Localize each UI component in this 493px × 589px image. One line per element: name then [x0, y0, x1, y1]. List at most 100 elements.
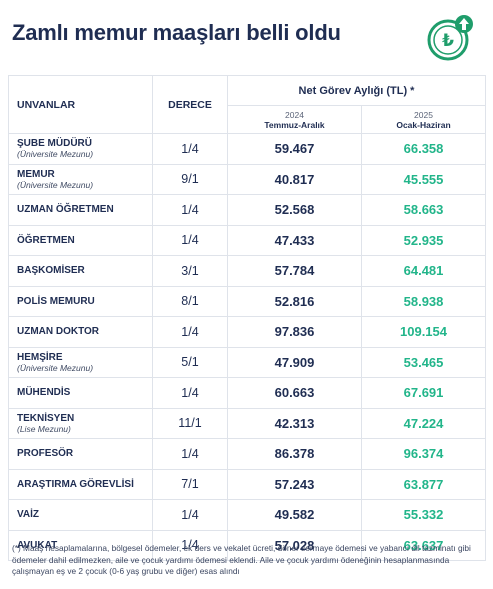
row-salary-2024: 86.378: [227, 438, 362, 470]
row-title: ÖĞRETMEN: [17, 234, 75, 246]
row-title-cell: MEMUR (Üniversite Mezunu): [8, 163, 153, 195]
table-row: AVUKAT 1/4 57.028 63.637: [8, 529, 487, 561]
row-grade: 8/1: [152, 285, 228, 317]
row-salary-2024: 57.243: [227, 468, 362, 500]
salary-table-body: ŞUBE MÜDÜRÜ (Üniversite Mezunu) 1/4 59.467 6…: [8, 133, 487, 561]
row-title: UZMAN ÖĞRETMEN: [17, 204, 114, 216]
svg-text:₺: ₺: [442, 31, 454, 51]
row-title: HEMŞİRE: [17, 351, 63, 363]
row-title: UZMAN DOKTOR: [17, 326, 100, 338]
row-salary-2025: 63.877: [360, 468, 487, 500]
row-title-cell: HEMŞİRE (Üniversite Mezunu): [8, 346, 153, 378]
row-salary-2025: 67.691: [360, 377, 487, 409]
row-title: ARAŞTIRMA GÖREVLİSİ: [17, 478, 134, 490]
row-title: BAŞKOMİSER: [17, 265, 85, 277]
row-salary-2024: 59.467: [227, 133, 362, 165]
row-salary-2024: 57.028: [227, 529, 362, 561]
period-range: Ocak-Haziran: [396, 119, 451, 130]
row-salary-2024: 52.816: [227, 285, 362, 317]
column-header-grade: DERECE: [152, 75, 228, 134]
table-row: BAŞKOMİSER 3/1 57.784 64.481: [8, 255, 487, 287]
row-salary-2025: 55.332: [360, 499, 487, 531]
row-title-cell: POLİS MEMURU: [8, 285, 153, 317]
table-row: ÖĞRETMEN 1/4 47.433 52.935: [8, 224, 487, 256]
row-grade: 1/4: [152, 224, 228, 256]
table-row: POLİS MEMURU 8/1 52.816 58.938: [8, 285, 487, 317]
row-title-note: (Üniversite Mezunu): [17, 179, 94, 190]
row-title-cell: ŞUBE MÜDÜRÜ (Üniversite Mezunu): [8, 133, 153, 165]
row-grade: 5/1: [152, 346, 228, 378]
row-salary-2025: 52.935: [360, 224, 487, 256]
row-title: TEKNİSYEN: [17, 412, 75, 424]
row-salary-2025: 96.374: [360, 438, 487, 470]
row-grade: 1/4: [152, 316, 228, 348]
salary-table: UNVANLAR DERECE Net Görev Aylığı (TL) * …: [8, 75, 487, 561]
row-salary-2025: 47.224: [360, 407, 487, 439]
row-title: VAİZ: [17, 509, 40, 521]
table-row: MEMUR (Üniversite Mezunu) 9/1 40.817 45.555: [8, 163, 487, 195]
row-grade: 1/4: [152, 377, 228, 409]
row-salary-2025: 58.663: [360, 194, 487, 226]
salary-table-container: UNVANLAR DERECE Net Görev Aylığı (TL) * …: [8, 75, 487, 561]
column-group-net-salary: Net Görev Aylığı (TL) *: [226, 75, 487, 106]
row-title: ŞUBE MÜDÜRÜ: [17, 138, 92, 150]
row-salary-2024: 60.663: [227, 377, 362, 409]
row-title: PROFESÖR: [17, 448, 74, 460]
row-salary-2024: 47.433: [227, 224, 362, 256]
row-title-cell: AVUKAT: [8, 529, 153, 561]
lira-up-arrow-icon: ₺: [424, 12, 476, 64]
column-header-title: UNVANLAR: [8, 75, 153, 134]
table-row: PROFESÖR 1/4 86.378 96.374: [8, 438, 487, 470]
row-salary-2025: 109.154: [360, 316, 487, 348]
footnote: (*) Maaş hesaplamalarına, bölgesel ödeme…: [12, 543, 471, 576]
row-salary-2024: 97.836: [227, 316, 362, 348]
table-row: MÜHENDİS 1/4 60.663 67.691: [8, 377, 487, 409]
period-range: Temmuz-Aralık: [264, 119, 325, 130]
row-title-cell: TEKNİSYEN (Lise Mezunu): [8, 407, 153, 439]
row-title-cell: ÖĞRETMEN: [8, 224, 153, 256]
page-title: Zamlı memur maaşları belli oldu: [12, 20, 341, 45]
row-grade: 3/1: [152, 255, 228, 287]
row-salary-2024: 49.582: [227, 499, 362, 531]
row-title-note: (Üniversite Mezunu): [17, 149, 94, 160]
row-salary-2025: 64.481: [360, 255, 487, 287]
row-grade: 9/1: [152, 163, 228, 195]
row-title-cell: ARAŞTIRMA GÖREVLİSİ: [8, 468, 153, 500]
table-row: HEMŞİRE (Üniversite Mezunu) 5/1 47.909 53.46…: [8, 346, 487, 378]
row-title-cell: BAŞKOMİSER: [8, 255, 153, 287]
row-title-cell: VAİZ: [8, 499, 153, 531]
period-year: 2024: [285, 109, 304, 120]
row-salary-2025: 53.465: [360, 346, 487, 378]
table-row: TEKNİSYEN (Lise Mezunu) 11/1 42.313 47.224: [8, 407, 487, 439]
row-salary-2024: 42.313: [227, 407, 362, 439]
row-salary-2024: 40.817: [227, 163, 362, 195]
row-salary-2025: 58.938: [360, 285, 487, 317]
row-salary-2024: 47.909: [227, 346, 362, 378]
table-row: UZMAN ÖĞRETMEN 1/4 52.568 58.663: [8, 194, 487, 226]
row-grade: 1/4: [152, 133, 228, 165]
row-grade: 1/4: [152, 499, 228, 531]
row-grade: 1/4: [152, 194, 228, 226]
row-salary-2025: 63.637: [360, 529, 487, 561]
row-title-cell: UZMAN DOKTOR: [8, 316, 153, 348]
row-title-cell: UZMAN ÖĞRETMEN: [8, 194, 153, 226]
row-salary-2025: 66.358: [360, 133, 487, 165]
table-row: VAİZ 1/4 49.582 55.332: [8, 499, 487, 531]
row-salary-2024: 52.568: [227, 194, 362, 226]
row-title: POLİS MEMURU: [17, 295, 95, 307]
period-year: 2025: [414, 109, 433, 120]
row-title: MÜHENDİS: [17, 387, 71, 399]
row-title-note: (Lise Mezunu): [17, 423, 71, 434]
row-grade: 1/4: [152, 438, 228, 470]
table-row: ARAŞTIRMA GÖREVLİSİ 7/1 57.243 63.877: [8, 468, 487, 500]
row-title-cell: PROFESÖR: [8, 438, 153, 470]
row-salary-2025: 45.555: [360, 163, 487, 195]
row-title-cell: MÜHENDİS: [8, 377, 153, 409]
table-row: UZMAN DOKTOR 1/4 97.836 109.154: [8, 316, 487, 348]
row-grade: 7/1: [152, 468, 228, 500]
row-grade: 11/1: [152, 407, 228, 439]
column-header-2024: 2024 Temmuz-Aralık: [227, 105, 362, 134]
row-title-note: (Üniversite Mezunu): [17, 362, 94, 373]
column-header-2025: 2025 Ocak-Haziran: [360, 105, 487, 134]
row-title: MEMUR: [17, 168, 55, 180]
